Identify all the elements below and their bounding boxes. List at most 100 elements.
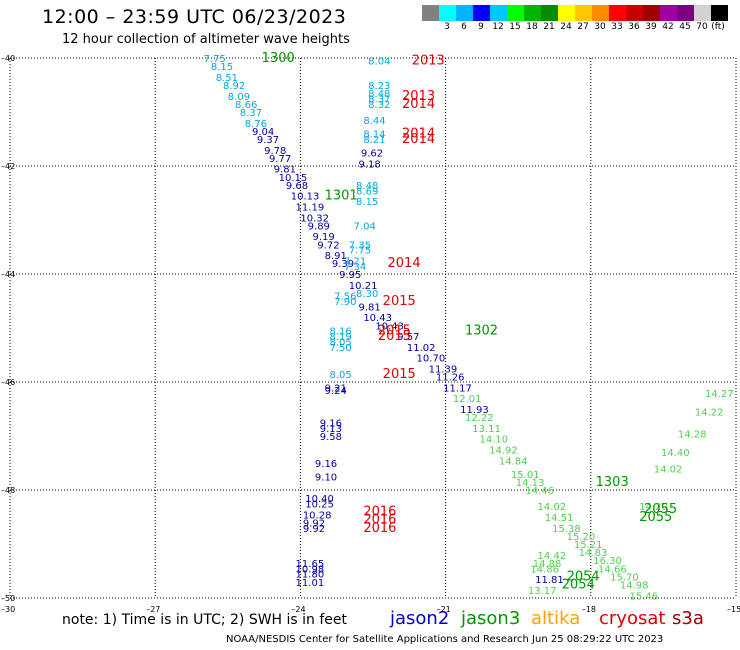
swh-value: 11.17 xyxy=(443,383,472,394)
swh-value: 9.16 xyxy=(315,459,337,470)
colorbar-swatch xyxy=(677,5,694,21)
swh-value: 8.48 xyxy=(356,181,378,192)
colorbar-label: 6 xyxy=(461,22,467,32)
colorbar-swatch xyxy=(694,5,711,21)
swh-value: 11.02 xyxy=(407,343,436,354)
swh-value: 10.43 xyxy=(363,313,392,324)
legend-jason3: jason3 xyxy=(461,608,521,629)
swh-value: 12.01 xyxy=(453,394,482,405)
lat-tick-label: –42 xyxy=(1,162,15,171)
swh-value: 11.80 xyxy=(296,570,325,581)
time-label: 2015 xyxy=(383,367,416,382)
swh-value: 9.81 xyxy=(274,165,296,176)
lon-tick-label: –21 xyxy=(437,605,451,614)
swh-value: 10.32 xyxy=(300,213,329,224)
legend-altika: altika xyxy=(531,608,581,629)
swh-value: 11.26 xyxy=(436,373,465,384)
swh-value: 8.48 xyxy=(368,89,390,100)
swh-value: 8.32 xyxy=(368,100,390,111)
swh-value: 10.13 xyxy=(291,192,320,203)
swh-value: 9.39 xyxy=(332,259,354,270)
time-label: 2016 xyxy=(363,513,396,528)
swh-value: 14.83 xyxy=(579,548,608,559)
swh-value: 14.40 xyxy=(661,448,690,459)
time-label: 1302 xyxy=(465,324,498,339)
swh-value: 14.02 xyxy=(538,502,567,513)
swh-value: 14.98 xyxy=(620,581,649,592)
legend-note: note: 1) Time is in UTC; 2) SWH is in fe… xyxy=(62,612,348,628)
swh-value: 8.23 xyxy=(368,81,390,92)
swh-value: 8.04 xyxy=(368,57,390,68)
swh-value: 15.01 xyxy=(511,470,540,481)
colorbar-label: 33 xyxy=(611,22,623,32)
swh-value: 14.28 xyxy=(678,429,707,440)
swh-value: 7.04 xyxy=(354,221,376,232)
lon-tick-label: –15 xyxy=(727,605,740,614)
swh-value: 14.88 xyxy=(533,559,562,570)
colorbar-label: 27 xyxy=(577,22,589,32)
swh-value: 8.05 xyxy=(329,338,351,349)
swh-value: 11.01 xyxy=(296,578,325,589)
colorbar-label: 70 xyxy=(696,22,708,32)
colorbar-swatch xyxy=(490,5,507,21)
swh-value: 9.24 xyxy=(325,386,347,397)
swh-value: 8.15 xyxy=(356,197,378,208)
swh-value: 15.70 xyxy=(610,572,639,583)
swh-value: 13.11 xyxy=(472,424,501,435)
time-label: 2016 xyxy=(363,505,396,520)
swh-value: 9.37 xyxy=(257,135,279,146)
swh-value: 11.19 xyxy=(296,203,325,214)
swh-value: 8.14 xyxy=(363,130,385,141)
swh-value: 11.39 xyxy=(429,365,458,376)
swh-value: 8.21 xyxy=(363,135,385,146)
time-label: 2014 xyxy=(402,97,435,112)
colorbar-label: 36 xyxy=(628,22,640,32)
swh-value: 10.21 xyxy=(349,281,378,292)
lon-tick-label: –30 xyxy=(1,605,15,614)
swh-value: 7.34 xyxy=(344,262,366,273)
colorbar-swatch xyxy=(422,5,439,21)
swh-value: 15.21 xyxy=(574,540,603,551)
time-label: 2014 xyxy=(402,127,435,142)
swh-value: 7.50 xyxy=(329,343,351,354)
swh-value: 9.21 xyxy=(325,383,347,394)
time-label: 2055 xyxy=(639,510,672,525)
swh-value: 14.46 xyxy=(525,486,554,497)
swh-value: 14.20 xyxy=(639,502,668,513)
swh-value: 9.04 xyxy=(252,127,274,138)
swh-value: 14.02 xyxy=(654,464,683,475)
time-label: 1303 xyxy=(596,475,629,490)
swh-value: 8.91 xyxy=(325,251,347,262)
swh-value: 9.68 xyxy=(286,181,308,192)
swh-value: 9.18 xyxy=(358,159,380,170)
swh-value: 8.16 xyxy=(329,327,351,338)
time-label: 2013 xyxy=(412,54,445,69)
colorbar-label: 18 xyxy=(526,22,538,32)
swh-value: 8.44 xyxy=(363,116,385,127)
lat-tick-label: –44 xyxy=(1,270,15,279)
swh-value: 12.22 xyxy=(465,413,494,424)
time-label: 1300 xyxy=(262,51,295,66)
colorbar-label: 15 xyxy=(509,22,521,32)
swh-value: 14.22 xyxy=(695,408,724,419)
swh-value: 8.92 xyxy=(223,81,245,92)
swh-value: 8.69 xyxy=(356,186,378,197)
swh-value: 10.25 xyxy=(305,500,334,511)
swh-value: 9.58 xyxy=(320,432,342,443)
page-subtitle: 12 hour collection of altimeter wave hei… xyxy=(62,32,350,47)
footer-credit: NOAA/NESDIS Center for Satellite Applica… xyxy=(226,634,664,645)
colorbar-swatch xyxy=(711,5,728,21)
colorbar-swatch xyxy=(456,5,473,21)
swh-value: 15.38 xyxy=(552,524,581,535)
swh-value: 10.40 xyxy=(305,494,334,505)
swh-value: 15.46 xyxy=(630,591,659,602)
swh-value: 10.15 xyxy=(279,173,308,184)
colorbar-label: 3 xyxy=(444,22,450,32)
swh-value: 7.75 xyxy=(349,246,371,257)
colorbar-swatch xyxy=(592,5,609,21)
swh-value: 11.93 xyxy=(460,405,489,416)
swh-value: 8.19 xyxy=(329,332,351,343)
swh-value: 9.95 xyxy=(339,270,361,281)
swh-value: 9.92 xyxy=(303,524,325,535)
time-label: 2054 xyxy=(567,569,600,584)
